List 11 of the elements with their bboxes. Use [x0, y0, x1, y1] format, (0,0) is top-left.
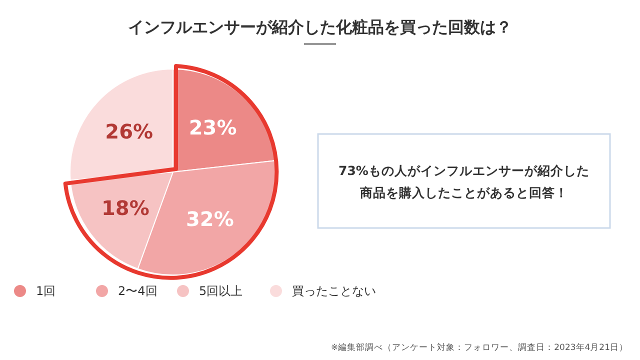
- legend-label: 買ったことない: [292, 284, 376, 298]
- data-label: 32%: [186, 206, 234, 231]
- chart-title: インフルエンサーが紹介した化粧品を買った回数は？: [128, 18, 512, 36]
- data-label: 26%: [105, 119, 154, 144]
- data-label: 18%: [102, 196, 150, 220]
- text: ※編集部調べ（アンケート対象：フォロワー、調査日：2023年4月21日）: [331, 342, 628, 353]
- legend-label: 2〜4回: [118, 284, 158, 298]
- legend-label: 5回以上: [199, 284, 243, 298]
- data-label: 23%: [188, 115, 237, 140]
- text: 73%もの人がインフルエンサーが紹介した商品を購入したことがあると回答！: [338, 162, 590, 200]
- legend-label: 1回: [36, 284, 56, 298]
